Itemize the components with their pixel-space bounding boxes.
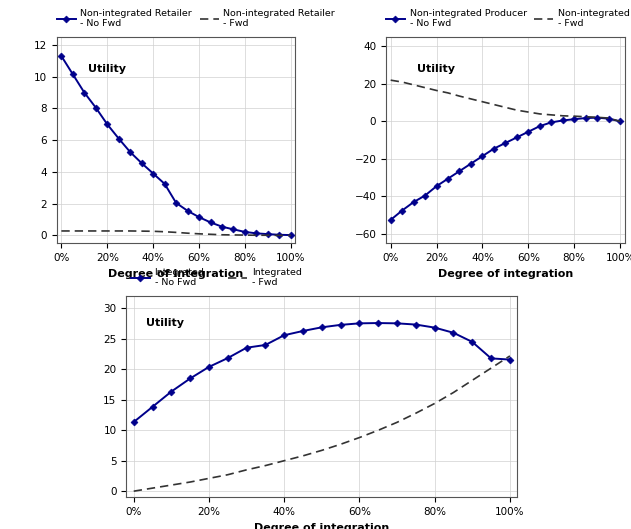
Legend: Non-integrated Producer
- No Fwd, Non-integrated Producer
- Fwd: Non-integrated Producer - No Fwd, Non-in…: [386, 9, 631, 28]
X-axis label: Degree of integration: Degree of integration: [109, 269, 244, 279]
X-axis label: Degree of integration: Degree of integration: [254, 523, 389, 529]
X-axis label: Degree of integration: Degree of integration: [438, 269, 573, 279]
Text: Utility: Utility: [417, 64, 455, 74]
Legend: Integrated
- No Fwd, Integrated
- Fwd: Integrated - No Fwd, Integrated - Fwd: [131, 268, 302, 287]
Legend: Non-integrated Retailer
- No Fwd, Non-integrated Retailer
- Fwd: Non-integrated Retailer - No Fwd, Non-in…: [57, 9, 335, 28]
Text: Utility: Utility: [146, 318, 184, 329]
Text: Utility: Utility: [88, 64, 126, 74]
